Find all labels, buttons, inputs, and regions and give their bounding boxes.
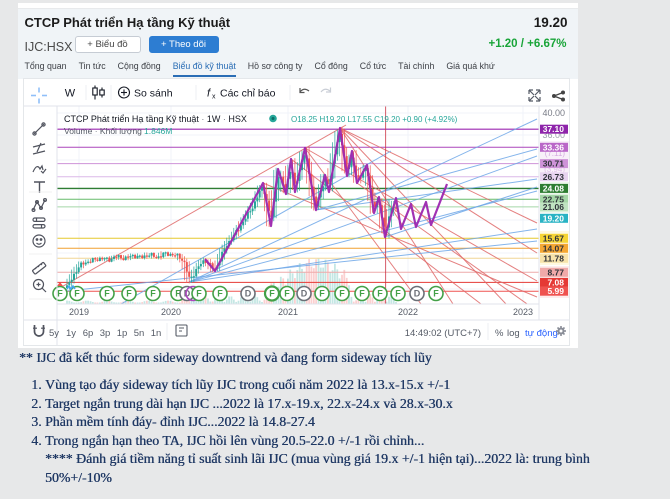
svg-text:14:49:02 (UTC+7): 14:49:02 (UTC+7)	[405, 328, 481, 339]
svg-text:F: F	[74, 289, 80, 299]
svg-text:8.77: 8.77	[547, 267, 564, 277]
svg-text:22.75: 22.75	[543, 194, 565, 204]
svg-text:CTCP Phát triển Hạ tầng Kỹ thu: CTCP Phát triển Hạ tầng Kỹ thuật · 1W · …	[64, 114, 247, 124]
svg-text:F: F	[217, 289, 223, 299]
svg-text:15.67: 15.67	[543, 233, 565, 243]
svg-text:So sánh: So sánh	[134, 88, 173, 100]
svg-text:6p: 6p	[83, 328, 94, 339]
svg-text:F: F	[150, 289, 156, 299]
svg-text:x: x	[212, 94, 216, 101]
svg-text:(7.11): (7.11)	[545, 149, 566, 158]
svg-text:3p: 3p	[100, 328, 111, 339]
svg-text:21.06: 21.06	[543, 202, 565, 212]
svg-text:F: F	[377, 289, 383, 299]
svg-text:F: F	[196, 289, 202, 299]
svg-text:F: F	[175, 289, 181, 299]
svg-text:37.10: 37.10	[543, 124, 565, 134]
svg-text:30.71: 30.71	[543, 159, 565, 169]
svg-text:(3.94): (3.94)	[544, 165, 565, 174]
svg-text:log: log	[507, 328, 520, 339]
svg-text:F: F	[319, 289, 325, 299]
svg-text:14.07: 14.07	[543, 243, 565, 253]
svg-text:33.36: 33.36	[543, 142, 565, 152]
svg-text:24.08: 24.08	[543, 183, 565, 193]
svg-text:W: W	[65, 88, 76, 100]
svg-text:36.00: 36.00	[542, 130, 565, 140]
svg-text:5.99: 5.99	[547, 286, 564, 296]
svg-text:D: D	[245, 289, 252, 299]
svg-text:D: D	[414, 289, 421, 299]
svg-text:2020: 2020	[161, 307, 181, 317]
svg-text:1.846M: 1.846M	[144, 126, 172, 136]
svg-text:1y: 1y	[66, 328, 76, 339]
svg-text:26.73: 26.73	[543, 172, 565, 182]
svg-text:D: D	[184, 289, 191, 299]
svg-text:O18.25 H19.20 L17.55 C19.20 +0: O18.25 H19.20 L17.55 C19.20 +0.90 (+4.92…	[291, 115, 458, 124]
svg-text:40.00: 40.00	[542, 108, 565, 118]
svg-text:2022: 2022	[398, 307, 418, 317]
svg-text:f: f	[207, 88, 211, 100]
svg-text:F: F	[269, 289, 275, 299]
svg-text:Volume · Khối lượng: Volume · Khối lượng	[64, 126, 142, 136]
svg-text:2019: 2019	[69, 307, 89, 317]
svg-text:F: F	[395, 289, 401, 299]
svg-text:19.20: 19.20	[543, 213, 565, 223]
svg-text:F: F	[57, 289, 63, 299]
svg-text:F: F	[433, 289, 439, 299]
svg-text:D: D	[301, 289, 308, 299]
svg-text:F: F	[104, 289, 110, 299]
svg-text:2021: 2021	[278, 307, 298, 317]
svg-text:2023: 2023	[513, 307, 533, 317]
svg-text:5y: 5y	[49, 328, 59, 339]
svg-text:tự động: tự động	[525, 328, 558, 339]
svg-text:11.78: 11.78	[543, 253, 564, 263]
svg-text:F: F	[339, 289, 345, 299]
svg-text:7.08: 7.08	[547, 277, 564, 287]
svg-text:F: F	[126, 289, 132, 299]
svg-text:%: %	[495, 328, 504, 339]
svg-text:1p: 1p	[117, 328, 128, 339]
svg-text:1n: 1n	[151, 328, 162, 339]
svg-text:Các chỉ báo: Các chỉ báo	[220, 88, 276, 100]
svg-text:F: F	[359, 289, 365, 299]
svg-text:F: F	[284, 289, 290, 299]
svg-text:5n: 5n	[134, 328, 145, 339]
